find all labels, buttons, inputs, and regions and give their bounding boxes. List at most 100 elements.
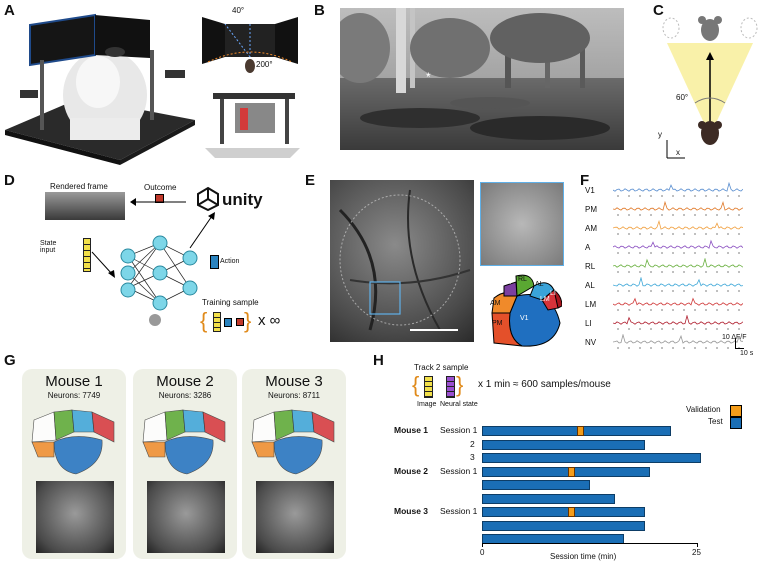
axis-x-label: x (676, 148, 680, 157)
panel-label-h: H (373, 352, 384, 369)
neuron-area-map (31, 409, 115, 475)
session-label: 3 (470, 452, 475, 462)
validation-segment (568, 507, 575, 517)
session-mouse-label: Mouse 2 (394, 465, 429, 476)
trace-label: V1 (585, 186, 595, 195)
trace-line (613, 297, 743, 311)
trace-label: LI (585, 319, 592, 328)
area-label-rl: RL (518, 276, 527, 283)
training-state-vector (213, 312, 221, 332)
trace-line (613, 182, 743, 197)
widefield-image (330, 180, 474, 342)
trace-line (613, 239, 743, 254)
session-bar (482, 439, 646, 450)
neural-state-vector (446, 376, 455, 398)
panel-label-a: A (4, 2, 15, 19)
action-label: Action (220, 258, 240, 265)
trace-label: AL (585, 281, 595, 290)
session-mouse-label: Mouse 3 (394, 506, 429, 516)
trace-line (613, 277, 743, 292)
trace-scale-bar (735, 338, 744, 349)
session-bar (482, 507, 646, 517)
neuron-area-map (251, 409, 335, 475)
image-label: Image (417, 401, 437, 408)
sample-brace: { (412, 372, 420, 397)
panel-label-f: F (580, 172, 590, 189)
mouse-card-title: Mouse 1 (45, 373, 103, 390)
outcome-label: Outcome (144, 183, 177, 192)
session-chart-x-axis (482, 543, 697, 544)
trace-label: AM (585, 224, 597, 233)
trace-line (613, 201, 743, 216)
scale-df-label: 10 ΔF/F (722, 334, 747, 341)
trace-label: NV (585, 338, 597, 347)
panel-label-c: C (653, 2, 664, 19)
area-label-am: AM (490, 300, 501, 307)
scale-time-label: 10 s (740, 350, 754, 357)
axis-y-label: y (658, 130, 662, 139)
mouse-card-title: Mouse 2 (156, 373, 214, 390)
session-label: 2 (470, 438, 475, 449)
legend-test-swatch (730, 417, 742, 429)
visual-area-map (491, 274, 562, 347)
action-arrow (189, 212, 215, 249)
mouse-card: Mouse 3 Neurons: 8711 (242, 369, 346, 559)
session-label: Session 1 (440, 506, 478, 516)
screen-geometry-diagram (202, 17, 298, 73)
field-of-view-diagram (662, 16, 758, 159)
mouse-card: Mouse 2 Neurons: 3286 (133, 369, 237, 559)
session-bar (482, 453, 702, 463)
rendered-frame-label: Rendered frame (50, 182, 108, 191)
mouse-field-of-view-image (256, 481, 334, 553)
trace-line (613, 334, 743, 349)
session-label: Session 1 (440, 425, 478, 435)
area-label-v1: V1 (520, 315, 529, 322)
session-chart-xlabel: Session time (min) (550, 552, 617, 561)
neuron-area-map (142, 409, 226, 475)
session-bar (482, 520, 646, 531)
training-sample-brace: { (200, 308, 208, 333)
training-sample-label: Training sample (202, 298, 259, 307)
mouse-card-neurons: Neurons: 3286 (158, 391, 212, 400)
trace-line (613, 258, 743, 273)
training-sample-brace-close: } (244, 308, 252, 333)
legend-validation-swatch (730, 405, 742, 417)
action-vector (210, 255, 219, 269)
panel-label-g: G (4, 352, 16, 369)
session-bar (482, 466, 650, 477)
panel-label-d: D (4, 172, 15, 189)
area-label-a: A (506, 279, 511, 286)
session-label: Session 1 (440, 465, 478, 476)
xtick-0: 0 (480, 548, 485, 557)
state-input-label: State input (40, 240, 57, 254)
angle-horizontal-label: 200° (256, 60, 273, 69)
neural-network-diagram (120, 235, 198, 326)
xtick-25-mark (697, 543, 698, 547)
input-arrow (91, 251, 115, 278)
mouse-card-title: Mouse 3 (265, 373, 323, 390)
area-label-pm: PM (492, 320, 503, 327)
mouse-field-of-view-image (36, 481, 114, 553)
times-infinity-label: x ∞ (258, 312, 281, 329)
mouse-card: Mouse 1 Neurons: 7749 (22, 369, 126, 559)
sample-brace-close: } (456, 372, 464, 397)
trace-label: RL (585, 262, 596, 271)
mouse-field-of-view-image (147, 481, 225, 553)
calcium-traces: V1 PM AM A RL AL LM LI NV (585, 180, 760, 360)
trace-label: PM (585, 205, 597, 214)
area-label-lm: LM (540, 296, 550, 303)
rig-side-illustration (205, 93, 300, 158)
area-label-li: LI (550, 290, 556, 297)
vr-scene-render: * (340, 8, 624, 150)
track-sample-label: Track 2 sample (414, 363, 469, 372)
validation-segment (576, 426, 584, 436)
legend-validation-label: Validation (686, 405, 721, 414)
trace-line (613, 315, 743, 330)
scene-marker: * (426, 70, 431, 84)
xtick-25: 25 (692, 548, 701, 557)
panel-label-b: B (314, 2, 325, 19)
rate-label: x 1 min ≈ 600 samples/mouse (478, 379, 611, 390)
mouse-card-neurons: Neurons: 7749 (47, 391, 101, 400)
unity-wordmark: unity (222, 190, 263, 209)
legend-test-label: Test (708, 417, 723, 426)
